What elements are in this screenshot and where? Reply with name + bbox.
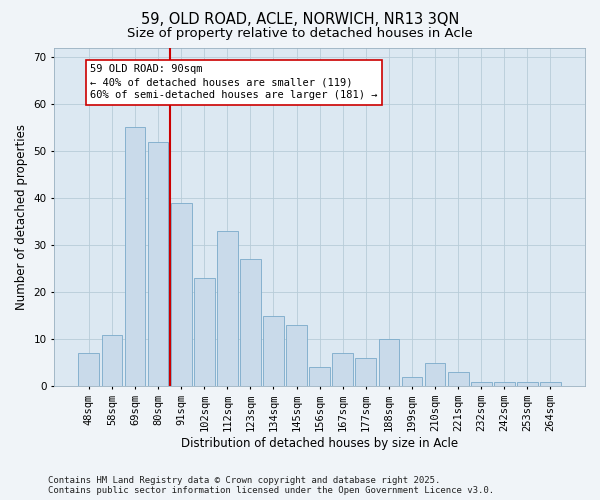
Bar xyxy=(79,354,99,386)
Text: 59, OLD ROAD, ACLE, NORWICH, NR13 3QN: 59, OLD ROAD, ACLE, NORWICH, NR13 3QN xyxy=(141,12,459,28)
Bar xyxy=(471,382,491,386)
Bar xyxy=(148,142,169,386)
Bar xyxy=(517,382,538,386)
Bar xyxy=(286,325,307,386)
Y-axis label: Number of detached properties: Number of detached properties xyxy=(15,124,28,310)
Bar xyxy=(540,382,561,386)
Bar xyxy=(217,231,238,386)
X-axis label: Distribution of detached houses by size in Acle: Distribution of detached houses by size … xyxy=(181,437,458,450)
Bar xyxy=(125,128,145,386)
Bar xyxy=(171,203,191,386)
Text: Contains HM Land Registry data © Crown copyright and database right 2025.
Contai: Contains HM Land Registry data © Crown c… xyxy=(48,476,494,495)
Bar xyxy=(355,358,376,386)
Text: Size of property relative to detached houses in Acle: Size of property relative to detached ho… xyxy=(127,28,473,40)
Bar xyxy=(194,278,215,386)
Bar xyxy=(425,363,445,386)
Bar xyxy=(379,339,399,386)
Bar xyxy=(401,377,422,386)
Bar xyxy=(494,382,515,386)
Bar xyxy=(448,372,469,386)
Bar xyxy=(332,354,353,386)
Bar xyxy=(309,368,330,386)
Bar xyxy=(263,316,284,386)
Bar xyxy=(240,260,261,386)
Bar xyxy=(101,334,122,386)
Text: 59 OLD ROAD: 90sqm
← 40% of detached houses are smaller (119)
60% of semi-detach: 59 OLD ROAD: 90sqm ← 40% of detached hou… xyxy=(90,64,377,100)
